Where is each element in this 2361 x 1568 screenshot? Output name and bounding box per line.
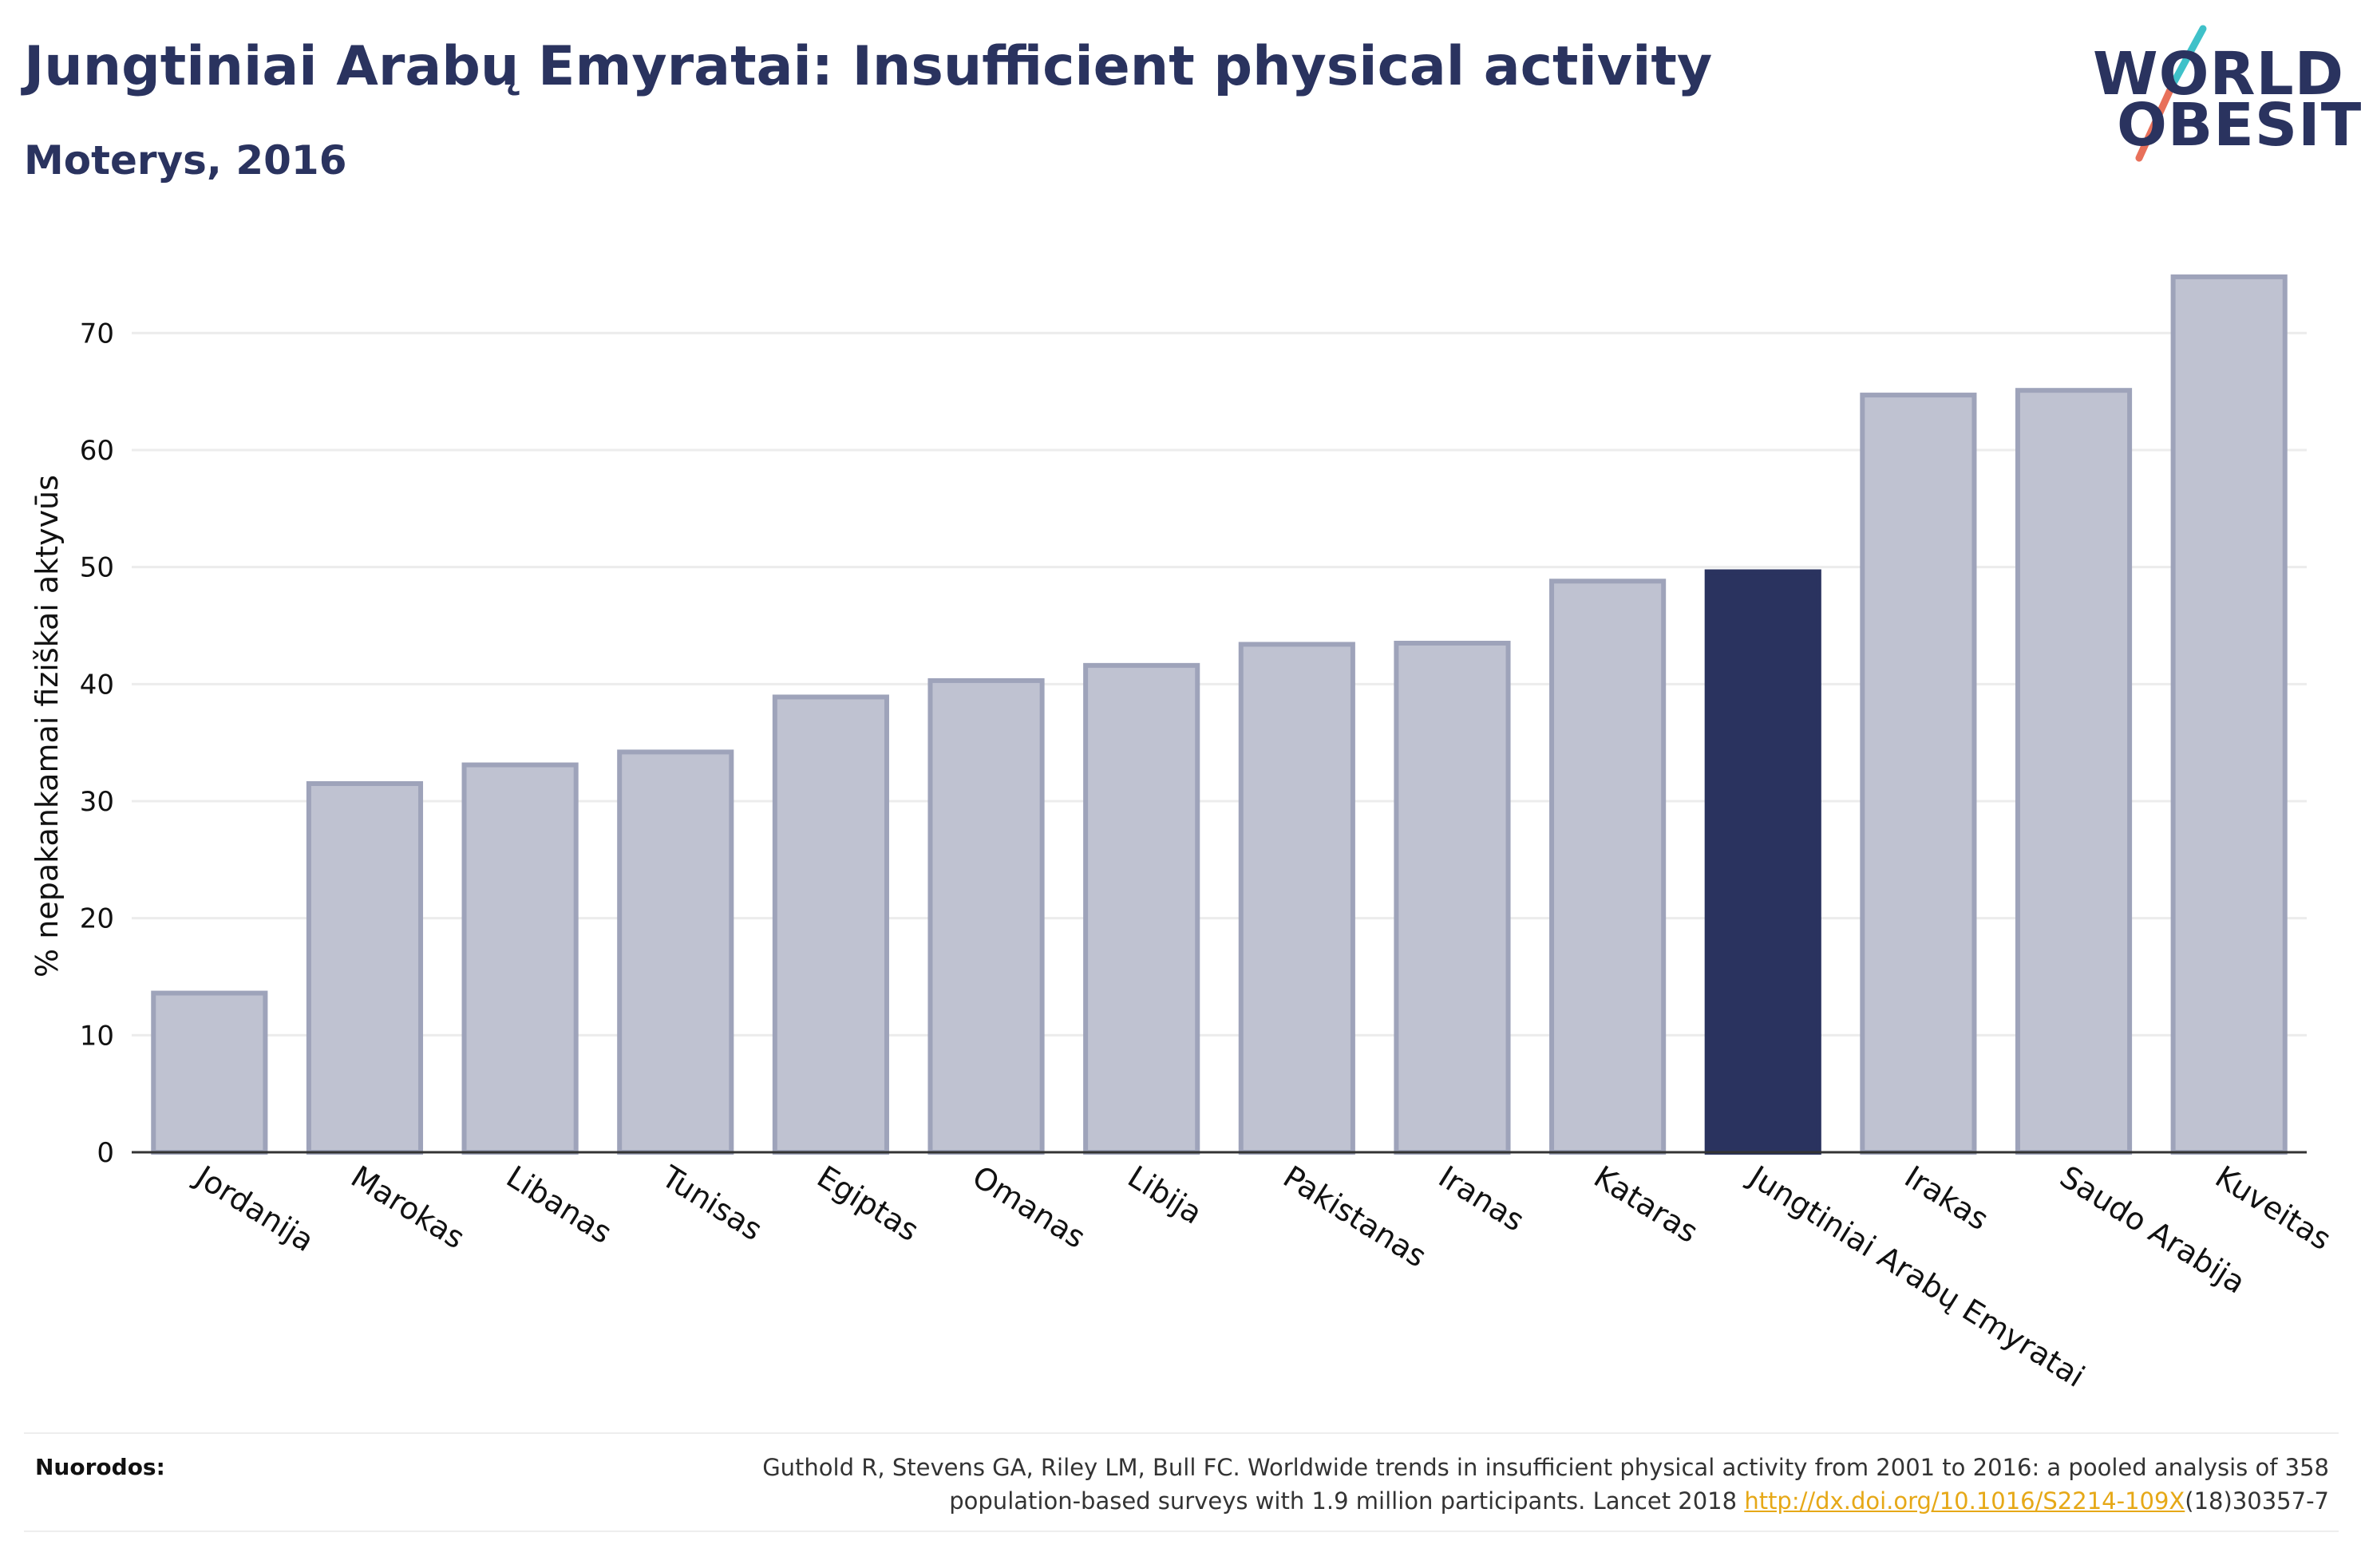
bar-omanas[interactable] [927, 677, 1045, 1155]
bar-egiptas[interactable] [772, 694, 889, 1155]
bar-iranas[interactable] [1394, 641, 1511, 1155]
x-tick-label: Omanas [967, 1159, 1092, 1255]
footer-divider-bottom [24, 1530, 2339, 1532]
logo-text-world: WORLD [2093, 40, 2345, 109]
y-tick-label: 0 [97, 1137, 114, 1169]
citation-line-2-start: population-based surveys with 1.9 millio… [949, 1487, 1745, 1515]
bar-libija[interactable] [1083, 662, 1200, 1155]
y-tick-label: 50 [80, 552, 114, 584]
chart-subtitle: Moterys, 2016 [24, 137, 347, 184]
x-tick-label: Kataras [1588, 1159, 1704, 1250]
y-tick-label: 20 [80, 903, 114, 935]
citation-doi-link[interactable]: http://dx.doi.org/10.1016/S2214-109X [1744, 1487, 2185, 1515]
y-tick-label: 60 [80, 435, 114, 467]
x-tick-label: Irakas [1899, 1159, 1995, 1237]
y-tick-label: 30 [80, 786, 114, 818]
citation-line-1: Guthold R, Stevens GA, Riley LM, Bull FC… [762, 1454, 2329, 1481]
bar-jungtiniai-arabų-emyratai[interactable] [1704, 569, 1821, 1155]
chart-title: Jungtiniai Arabų Emyratai: Insufficient … [24, 35, 1713, 98]
world-obesity-logo: WORLD OBESITY [2083, 22, 2361, 174]
bar-kataras[interactable] [1549, 579, 1667, 1155]
y-tick-label: 40 [80, 669, 114, 701]
references-label: Nuorodos: [35, 1454, 165, 1480]
x-tick-label: Egiptas [811, 1159, 925, 1248]
x-tick-label: Libija [1121, 1159, 1208, 1230]
x-tick-label: Pakistanas [1277, 1159, 1433, 1274]
y-axis-label: % nepakankamai fiziškai aktyvūs [30, 475, 65, 978]
bar-chart: 0 10 20 30 40 50 60 70 Jordanija Marokas Libanas Tu… [30, 274, 2337, 1394]
logo-slash-icon [2135, 25, 2207, 162]
references-citation: Guthold R, Stevens GA, Riley LM, Bull FC… [413, 1451, 2329, 1518]
y-tick-label: 10 [80, 1020, 114, 1052]
x-tick-label: Kuveitas [2209, 1159, 2337, 1257]
bar-irakas[interactable] [1860, 393, 1977, 1155]
bar-libanas[interactable] [461, 762, 579, 1155]
x-tick-label: Jordanija [188, 1158, 320, 1258]
x-tick-label: Libanas [500, 1159, 618, 1250]
bar-marokas[interactable] [306, 781, 424, 1155]
grid-lines [132, 331, 2307, 1037]
x-tick-label: Tunisas [655, 1159, 769, 1248]
bars [151, 274, 2288, 1155]
x-tick-label: Marokas [345, 1159, 471, 1255]
footer-divider-top [24, 1432, 2339, 1434]
logo-text-obesity: OBESITY [2117, 91, 2361, 160]
bar-saudo-arabija[interactable] [2015, 388, 2133, 1155]
bar-tunisas[interactable] [617, 749, 734, 1155]
bar-pakistanas[interactable] [1238, 642, 1355, 1155]
bar-jordanija[interactable] [151, 990, 268, 1155]
y-tick-label: 70 [80, 318, 114, 350]
x-tick-label: Iranas [1433, 1159, 1531, 1238]
citation-line-2-end: (18)30357-7 [2185, 1487, 2329, 1515]
bar-kuveitas[interactable] [2170, 274, 2288, 1155]
